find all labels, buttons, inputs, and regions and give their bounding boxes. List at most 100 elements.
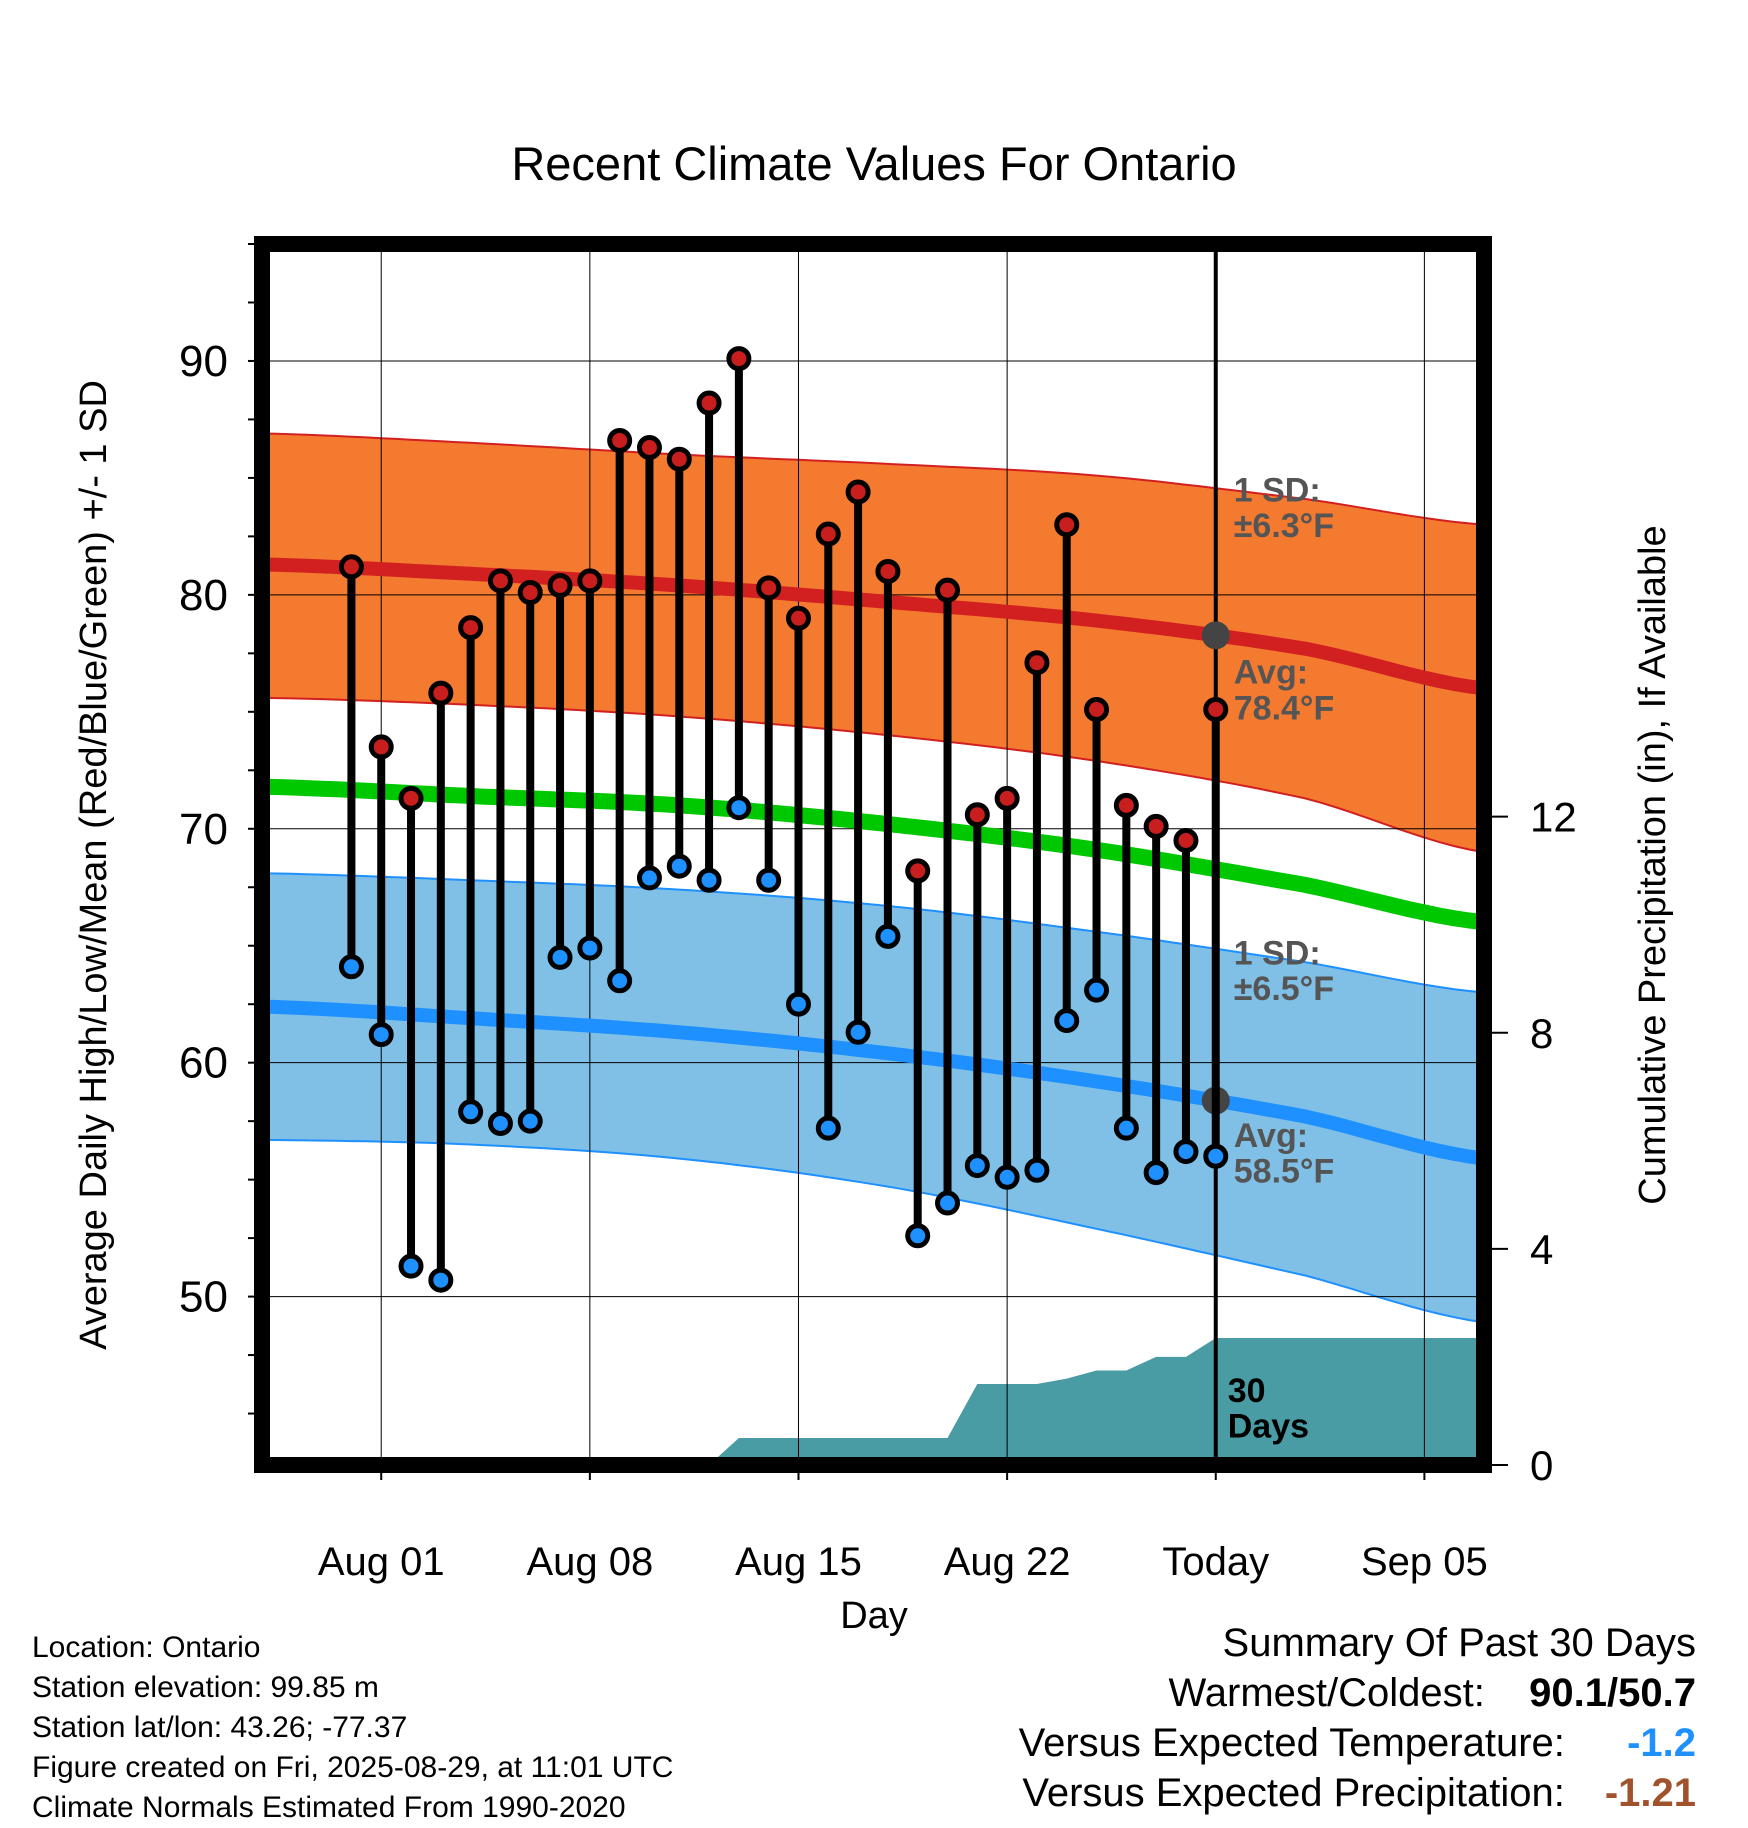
temp-label: Versus Expected Temperature: bbox=[1018, 1721, 1565, 1765]
y2-axis-label: Cumulative Precipitation (in), If Availa… bbox=[1632, 525, 1674, 1204]
y-tick-label: 50 bbox=[179, 1273, 228, 1322]
low-point bbox=[666, 853, 692, 879]
high-point bbox=[935, 577, 961, 603]
low-point bbox=[756, 867, 782, 893]
precip-label: Versus Expected Precipitation: bbox=[1022, 1771, 1565, 1815]
y-tick-label: 60 bbox=[179, 1039, 228, 1088]
low-avg-annotation: Avg: 58.5°F bbox=[1234, 1117, 1335, 1191]
low-point bbox=[1173, 1139, 1199, 1165]
high-point bbox=[1143, 813, 1169, 839]
low-point bbox=[994, 1164, 1020, 1190]
low-point bbox=[1024, 1157, 1050, 1183]
low-point bbox=[338, 954, 364, 980]
high-point bbox=[1173, 827, 1199, 853]
x-tick-label: Aug 08 bbox=[526, 1540, 653, 1584]
low-point bbox=[458, 1099, 484, 1125]
footer-latlon: Station lat/lon: 43.26; -77.37 bbox=[32, 1711, 408, 1744]
high-point bbox=[607, 427, 633, 453]
low-sd-annotation: 1 SD: ±6.5°F bbox=[1234, 934, 1334, 1008]
y-tick-label: 90 bbox=[179, 337, 228, 386]
high-point bbox=[666, 446, 692, 472]
low-point bbox=[935, 1190, 961, 1216]
x-tick-label: Aug 15 bbox=[735, 1540, 862, 1584]
low-point bbox=[428, 1267, 454, 1293]
y-tick-label: 80 bbox=[179, 571, 228, 620]
footer-location: Location: Ontario bbox=[32, 1631, 261, 1664]
low-point bbox=[905, 1223, 931, 1249]
footer-elevation: Station elevation: 99.85 m bbox=[32, 1671, 379, 1704]
x-axis-label: Day bbox=[840, 1595, 908, 1637]
footer-created: Figure created on Fri, 2025-08-29, at 11… bbox=[32, 1751, 674, 1784]
summary-warmest-coldest: Warmest/Coldest: 90.1/50.7 bbox=[1019, 1668, 1697, 1718]
low-point bbox=[964, 1153, 990, 1179]
low-point bbox=[875, 923, 901, 949]
low-point bbox=[845, 1019, 871, 1045]
low-point bbox=[487, 1110, 513, 1136]
chart-title: Recent Climate Values For Ontario bbox=[511, 137, 1236, 190]
low-point bbox=[577, 935, 603, 961]
high-point bbox=[458, 615, 484, 641]
high-point bbox=[726, 346, 752, 372]
low-point bbox=[517, 1108, 543, 1134]
low-point bbox=[1113, 1115, 1139, 1141]
x-tick-label: Sep 05 bbox=[1361, 1540, 1488, 1584]
y2-tick-label: 8 bbox=[1530, 1010, 1553, 1057]
high-point bbox=[487, 568, 513, 594]
low-point bbox=[607, 968, 633, 994]
high-point bbox=[338, 554, 364, 580]
high-sd-annotation: 1 SD: ±6.3°F bbox=[1234, 471, 1334, 545]
high-point bbox=[756, 575, 782, 601]
low-point bbox=[398, 1253, 424, 1279]
y-axis-label: Average Daily High/Low/Mean (Red/Blue/Gr… bbox=[73, 380, 115, 1350]
high-point bbox=[547, 573, 573, 599]
avg-mean-line bbox=[262, 778, 1484, 931]
high-point bbox=[1203, 696, 1229, 722]
high-point bbox=[517, 580, 543, 606]
precip-value: -1.21 bbox=[1604, 1771, 1696, 1815]
low-sd-band bbox=[262, 872, 1484, 1324]
low-point bbox=[1084, 977, 1110, 1003]
y-tick-label: 70 bbox=[179, 805, 228, 854]
high-point bbox=[428, 680, 454, 706]
station-info: Location: Ontario Station elevation: 99.… bbox=[32, 1628, 673, 1828]
temp-value: -1.2 bbox=[1627, 1721, 1696, 1765]
low-point bbox=[726, 795, 752, 821]
warmest-coldest-value: 90.1/50.7 bbox=[1529, 1671, 1696, 1715]
high-point bbox=[1054, 512, 1080, 538]
high-avg-annotation: Avg: 78.4°F bbox=[1234, 654, 1335, 728]
low-point bbox=[1054, 1008, 1080, 1034]
low-point bbox=[696, 867, 722, 893]
plot-area: 1 SD: ±6.3°F Avg: 78.4°F 1 SD: ±6.5°F Avg: 58.5… bbox=[262, 244, 1484, 1465]
x-tick-label: Aug 22 bbox=[944, 1540, 1071, 1584]
y2-tick-label: 0 bbox=[1530, 1442, 1553, 1489]
precipitation-area bbox=[262, 1338, 1484, 1465]
high-point bbox=[1084, 696, 1110, 722]
high-point bbox=[1024, 650, 1050, 676]
high-point bbox=[845, 479, 871, 505]
daily-bars bbox=[338, 346, 1229, 1293]
low-point bbox=[368, 1022, 394, 1048]
high-point bbox=[1113, 792, 1139, 818]
high-point bbox=[815, 521, 841, 547]
today-avg-high-marker bbox=[1201, 621, 1230, 650]
precip-days-annotation: 30 Days bbox=[1228, 1372, 1309, 1446]
high-point bbox=[875, 558, 901, 584]
x-tick-label: Aug 01 bbox=[318, 1540, 445, 1584]
summary-panel: Summary Of Past 30 Days Warmest/Coldest:… bbox=[1019, 1618, 1696, 1818]
y2-tick-label: 4 bbox=[1530, 1226, 1553, 1273]
high-point bbox=[964, 802, 990, 828]
low-point bbox=[1143, 1160, 1169, 1186]
x-tick-label: Today bbox=[1162, 1540, 1269, 1584]
summary-precip: Versus Expected Precipitation: -1.21 bbox=[1019, 1768, 1696, 1818]
summary-title: Summary Of Past 30 Days bbox=[1222, 1621, 1696, 1665]
plot-frame bbox=[254, 236, 1492, 1473]
low-point bbox=[815, 1115, 841, 1141]
avg-high-line bbox=[262, 557, 1484, 696]
y2-tick-label: 12 bbox=[1530, 794, 1577, 841]
low-point bbox=[547, 944, 573, 970]
high-point bbox=[905, 858, 931, 884]
warmest-coldest-label: Warmest/Coldest: bbox=[1168, 1671, 1485, 1715]
low-point bbox=[636, 865, 662, 891]
avg-low-line bbox=[262, 999, 1484, 1166]
